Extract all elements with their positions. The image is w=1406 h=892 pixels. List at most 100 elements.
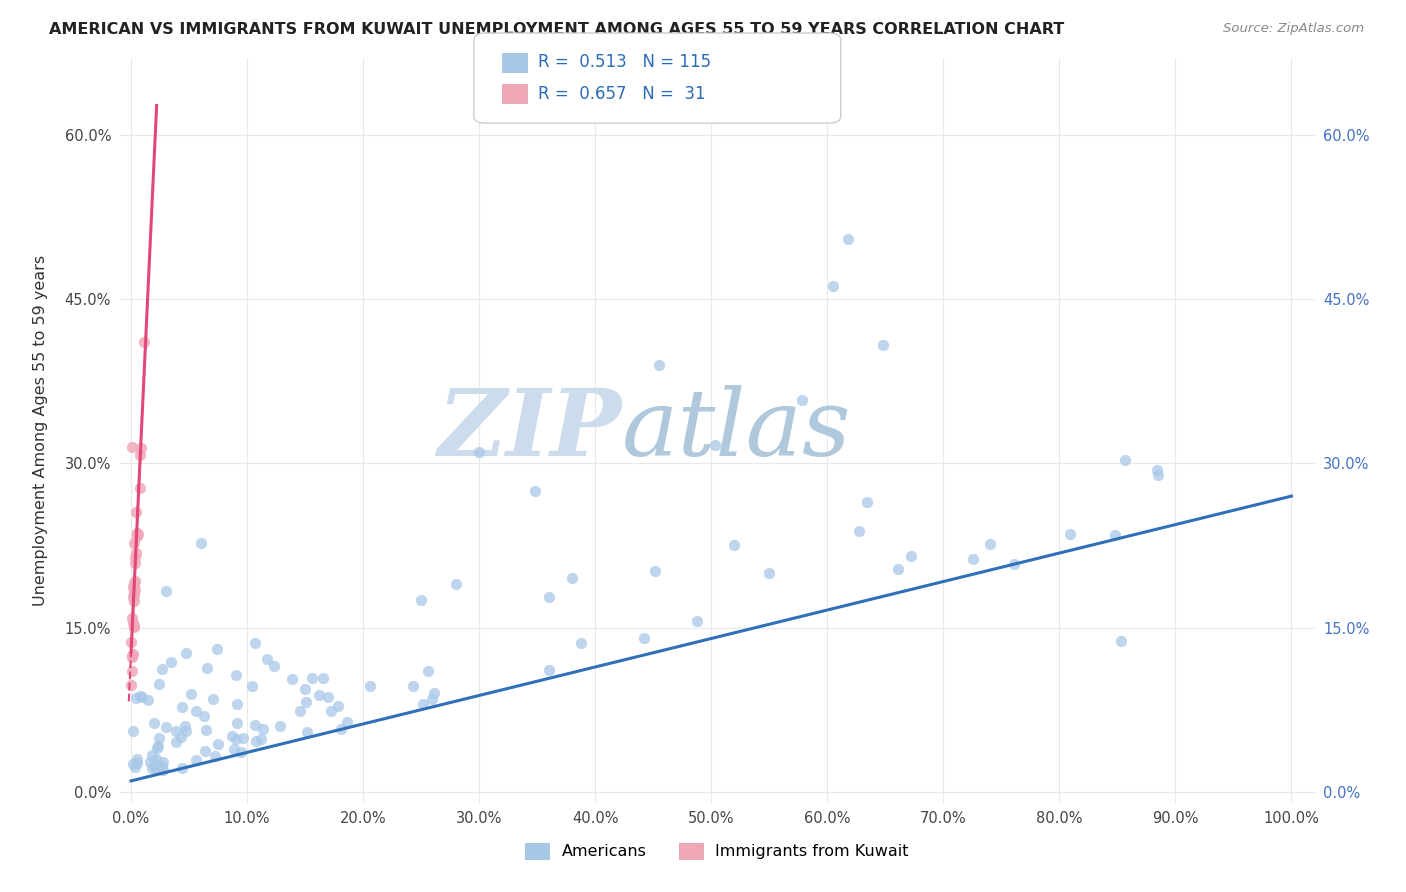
Point: [129, 448, 152, 462]
Point: [121, 724, 143, 739]
Point: [124, 556, 146, 570]
Point: [180, 687, 202, 701]
Point: [125, 546, 148, 560]
Point: [145, 752, 167, 766]
Point: [122, 616, 145, 631]
Point: [155, 720, 177, 734]
Point: [204, 749, 226, 764]
Point: [329, 722, 352, 736]
Point: [295, 695, 318, 709]
Point: [195, 661, 218, 675]
Point: [281, 673, 304, 687]
Point: [872, 338, 894, 352]
Point: [134, 334, 156, 349]
Point: [124, 536, 146, 550]
Point: [222, 741, 245, 756]
Point: [122, 620, 145, 634]
Point: [143, 758, 166, 772]
Point: [120, 678, 142, 692]
Point: [170, 761, 193, 775]
Point: [122, 647, 145, 661]
Point: [225, 732, 247, 747]
Point: [120, 634, 142, 648]
Point: [121, 649, 143, 664]
Point: [644, 564, 666, 578]
Point: [124, 574, 146, 588]
Point: [139, 755, 162, 769]
Point: [143, 761, 166, 775]
Point: [855, 495, 877, 509]
Point: [416, 665, 439, 679]
Point: [723, 538, 745, 552]
Point: [155, 584, 177, 599]
Point: [202, 692, 225, 706]
Point: [121, 610, 143, 624]
Point: [308, 688, 330, 702]
Point: [152, 755, 174, 769]
Point: [411, 593, 433, 607]
Point: [170, 730, 193, 744]
Point: [420, 691, 443, 706]
Point: [176, 724, 198, 739]
Point: [402, 679, 425, 693]
Point: [122, 576, 145, 591]
Text: Source: ZipAtlas.com: Source: ZipAtlas.com: [1223, 22, 1364, 36]
Point: [127, 752, 149, 766]
Point: [232, 731, 254, 746]
Point: [538, 663, 561, 677]
Point: [207, 737, 229, 751]
Point: [423, 686, 446, 700]
Point: [225, 668, 247, 682]
Point: [148, 731, 170, 745]
Point: [243, 717, 266, 731]
Point: [186, 753, 208, 767]
Point: [194, 723, 217, 737]
Point: [122, 580, 145, 594]
Point: [295, 725, 318, 739]
Point: [633, 631, 655, 645]
Point: [184, 704, 207, 718]
Point: [121, 648, 143, 663]
Point: [1114, 452, 1136, 467]
Point: [176, 646, 198, 660]
Point: [537, 590, 560, 604]
Point: [148, 677, 170, 691]
Point: [245, 734, 267, 748]
Point: [129, 689, 152, 703]
Point: [294, 682, 316, 697]
Y-axis label: Unemployment Among Ages 55 to 59 years: Unemployment Among Ages 55 to 59 years: [32, 255, 48, 606]
Point: [146, 739, 169, 753]
Point: [121, 591, 143, 605]
Point: [359, 679, 381, 693]
Point: [569, 636, 592, 650]
Point: [468, 445, 491, 459]
Point: [170, 700, 193, 714]
Point: [900, 549, 922, 563]
Point: [1002, 557, 1025, 571]
Point: [131, 690, 153, 704]
Point: [823, 278, 845, 293]
Legend: Americans, Immigrants from Kuwait: Americans, Immigrants from Kuwait: [519, 836, 915, 865]
Point: [190, 536, 212, 550]
Point: [887, 561, 910, 575]
Point: [225, 697, 247, 711]
Point: [316, 690, 339, 704]
Point: [1109, 633, 1132, 648]
Point: [648, 358, 671, 372]
Point: [336, 714, 359, 729]
Point: [122, 587, 145, 601]
Point: [141, 748, 163, 763]
Point: [173, 719, 195, 733]
Point: [1146, 463, 1168, 477]
Point: [288, 704, 311, 718]
Point: [703, 437, 725, 451]
Point: [312, 672, 335, 686]
Point: [141, 761, 163, 775]
Point: [243, 636, 266, 650]
Point: [127, 527, 149, 541]
Point: [205, 642, 228, 657]
Point: [125, 690, 148, 705]
Point: [561, 571, 583, 585]
Point: [523, 483, 546, 498]
Point: [121, 665, 143, 679]
